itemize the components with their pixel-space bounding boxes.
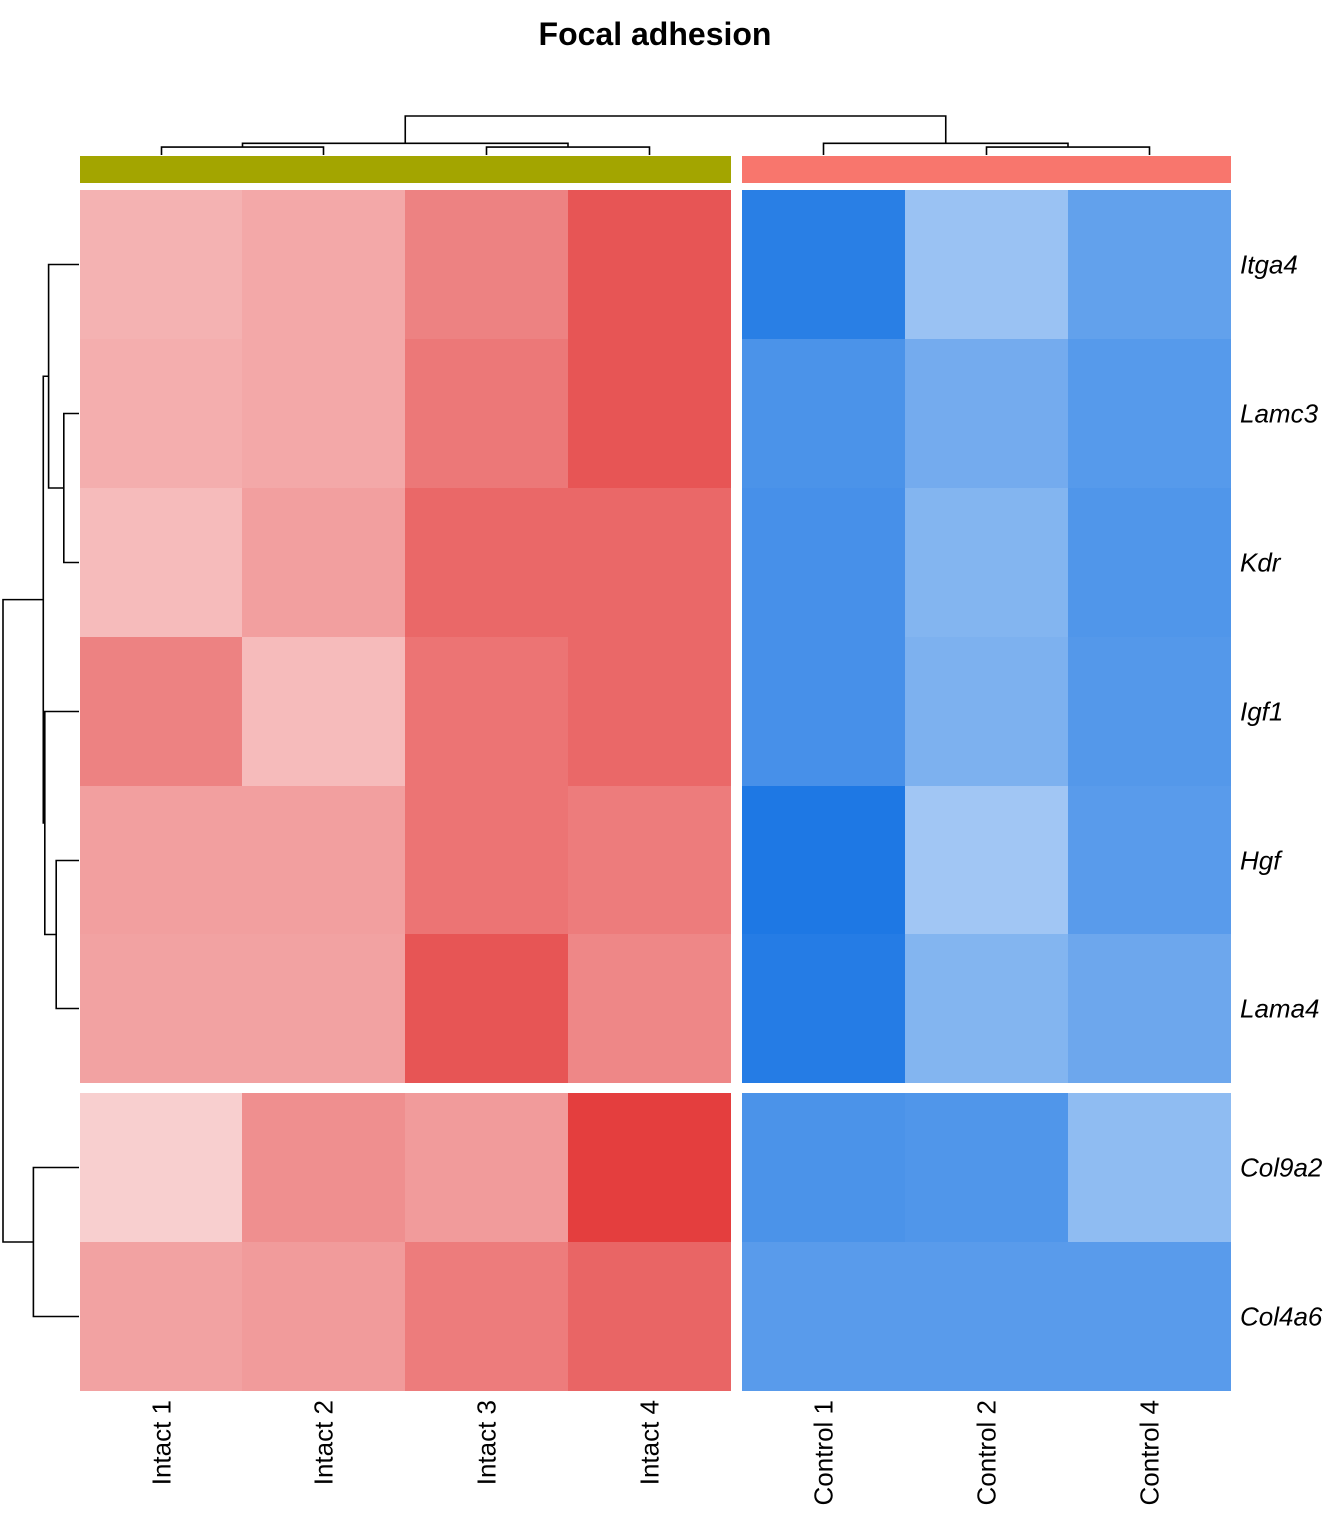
heatmap-cell [742,637,905,786]
heatmap-cell [242,1242,405,1391]
heatmap-cell [905,190,1068,339]
column-label: Control 2 [972,1400,1002,1506]
heatmap-cell [742,190,905,339]
heatmap-cell [568,190,731,339]
row-label: Itga4 [1240,250,1298,280]
heatmap-cell [905,1242,1068,1391]
heatmap-cell [405,190,568,339]
heatmap-cell [80,339,243,488]
row-label: Lamc3 [1240,399,1319,429]
column-dendrogram-branch [985,146,1151,155]
column-annotation-bar [80,156,1231,183]
heatmap-cell [80,786,243,935]
row-label: Hgf [1240,846,1283,876]
heatmap-cell [405,637,568,786]
heatmap-cell [742,339,905,488]
heatmap-cell [1068,339,1231,488]
column-dendrogram [160,115,1151,155]
heatmap-cell [742,1093,905,1242]
heatmap-cell [905,1093,1068,1242]
row-dendrogram-branch [55,859,79,1010]
row-label: Col9a2 [1240,1153,1323,1183]
heatmap-cell [80,1093,243,1242]
column-dendrogram-branch [485,146,651,155]
row-dendrogram-branch [2,598,44,1243]
heatmap-cell [242,637,405,786]
column-label: Control 4 [1135,1400,1165,1506]
heatmap-cell [1068,786,1231,935]
heatmap-cell [80,488,243,637]
row-dendrogram-branch [63,412,79,564]
heatmap-cell [568,934,731,1083]
heatmap-cell [905,786,1068,935]
chart-title: Focal adhesion [539,16,772,52]
heatmap-cell [1068,637,1231,786]
heatmap-cell [905,934,1068,1083]
heatmap-cell [242,190,405,339]
heatmap-cell [80,934,243,1083]
heatmap-cell [568,339,731,488]
heatmap-cell [242,1093,405,1242]
heatmap-cell [1068,934,1231,1083]
heatmap-cell [1068,488,1231,637]
row-labels: Itga4 Lamc3 Kdr Igf1 Hgf Lama4 Col9a2 Col4a6 [1240,250,1323,1332]
heatmap-cell [405,786,568,935]
heatmap-cell [742,786,905,935]
heatmap-cell [242,488,405,637]
heatmap-cell [568,637,731,786]
annotation-control [742,156,1231,183]
heatmap-cell [405,1242,568,1391]
heatmap-cell [405,488,568,637]
heatmap-cell [568,488,731,637]
row-label: Lama4 [1240,994,1320,1024]
heatmap-cell [568,1242,731,1391]
row-label: Kdr [1240,548,1282,578]
heatmap-cell [242,786,405,935]
column-label: Control 1 [809,1400,839,1506]
column-label: Intact 3 [472,1400,502,1485]
heatmap-cells [80,190,1231,1391]
annotation-intact [80,156,731,183]
column-dendrogram-branch [404,115,947,144]
heatmap-cell [1068,190,1231,339]
heatmap-cell [405,934,568,1083]
column-label: Intact 2 [309,1400,339,1485]
heatmap-cell [905,488,1068,637]
heatmap-cell [1068,1093,1231,1242]
column-dendrogram-branch [160,146,325,155]
column-dendrogram-branch [822,142,1069,155]
heatmap-cell [905,339,1068,488]
heatmap-cell [242,934,405,1083]
column-label: Intact 4 [635,1400,665,1485]
heatmap-cell [742,1242,905,1391]
heatmap-cell [80,637,243,786]
heatmap-cell [905,637,1068,786]
column-labels: Intact 1 Intact 2 Intact 3 Intact 4 Control … [147,1400,1165,1506]
heatmap-cell [568,786,731,935]
heatmap-cell [1068,1242,1231,1391]
row-dendrogram [2,263,79,1318]
heatmap-cell [742,488,905,637]
heatmap-cell [742,934,905,1083]
heatmap-cell [568,1093,731,1242]
row-label: Col4a6 [1240,1302,1323,1332]
heatmap-cell [80,190,243,339]
row-dendrogram-branch [32,1166,79,1318]
column-label: Intact 1 [147,1400,177,1485]
row-dendrogram-branch [44,710,79,936]
heatmap-cell [242,339,405,488]
heatmap-cell [80,1242,243,1391]
heatmap-cell [405,339,568,488]
heatmap-cell [405,1093,568,1242]
row-label: Igf1 [1240,697,1283,727]
